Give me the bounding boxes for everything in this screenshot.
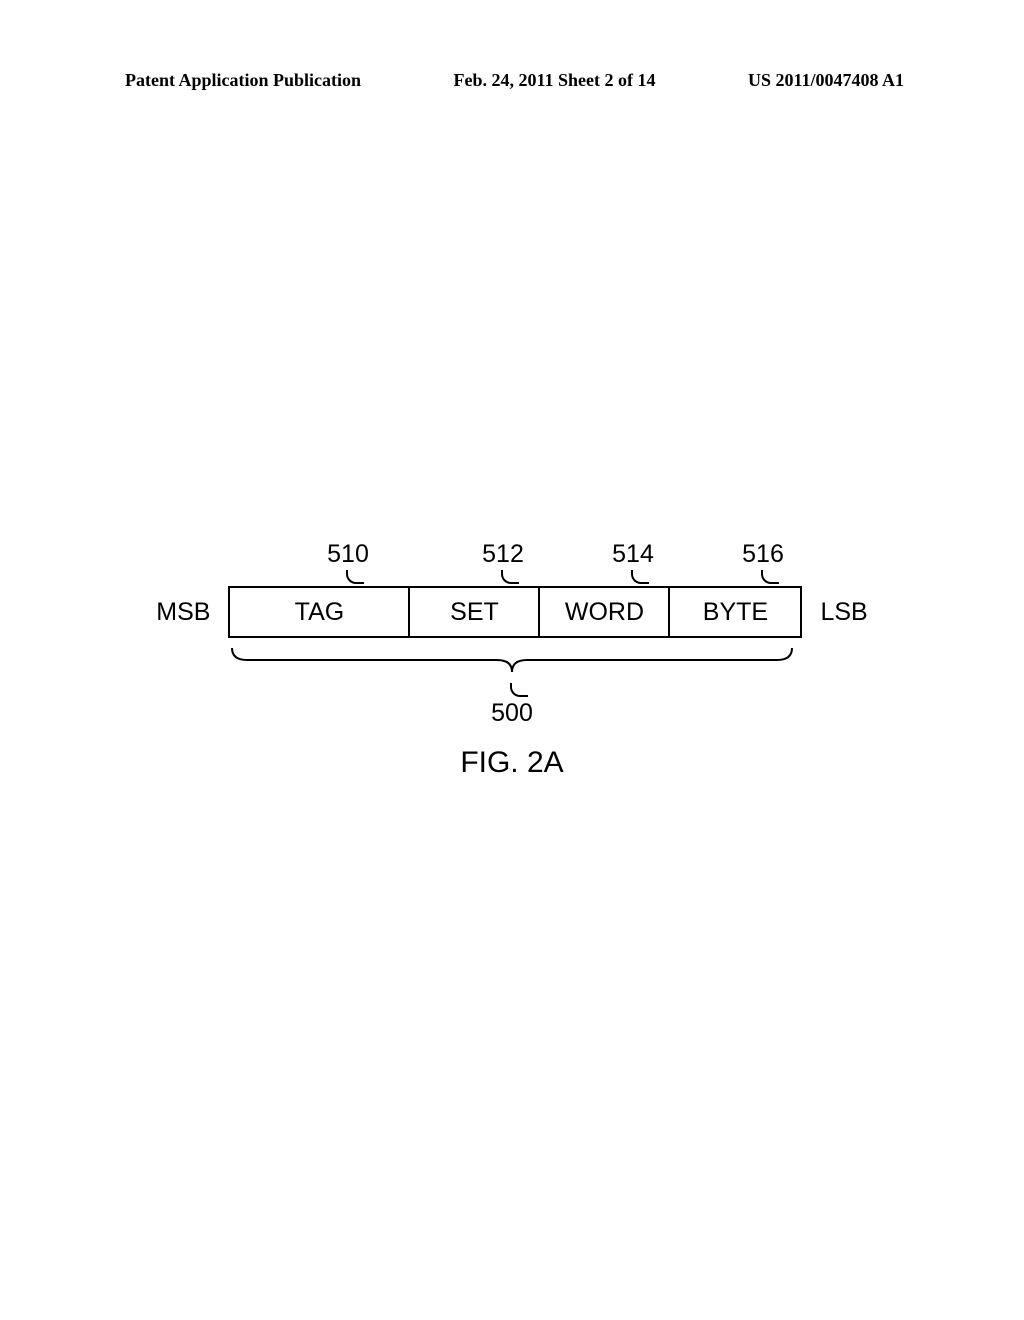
ref-516: 516 — [698, 540, 828, 584]
leader-hook-icon — [631, 570, 649, 584]
ref-516-text: 516 — [742, 540, 784, 568]
address-fields-row: MSB TAG SET WORD BYTE LSB — [156, 586, 867, 638]
cell-word: WORD — [540, 588, 670, 636]
header-center: Feb. 24, 2011 Sheet 2 of 14 — [454, 70, 656, 91]
address-diagram: 510 512 514 516 MSB TAG SET WORD BYTE LS… — [0, 540, 1024, 780]
page-header: Patent Application Publication Feb. 24, … — [0, 70, 1024, 91]
leader-hook-icon — [501, 570, 519, 584]
leader-hook-icon — [346, 570, 364, 584]
cell-tag: TAG — [230, 588, 410, 636]
ref-510: 510 — [258, 540, 438, 584]
address-fields-table: TAG SET WORD BYTE — [228, 586, 802, 638]
ref-510-text: 510 — [327, 540, 369, 568]
reference-labels-row: 510 512 514 516 — [258, 540, 828, 584]
cell-set: SET — [410, 588, 540, 636]
header-right: US 2011/0047408 A1 — [748, 70, 904, 91]
ref-514: 514 — [568, 540, 698, 584]
leader-hook-icon — [761, 570, 779, 584]
lsb-label: LSB — [820, 598, 867, 627]
ref-500-text: 500 — [227, 699, 797, 728]
header-left: Patent Application Publication — [125, 70, 361, 91]
figure-label: FIG. 2A — [460, 746, 563, 780]
ref-514-text: 514 — [612, 540, 654, 568]
leader-hook-icon — [510, 683, 528, 697]
cell-byte: BYTE — [670, 588, 800, 636]
underbrace-icon — [227, 646, 797, 676]
ref-512: 512 — [438, 540, 568, 584]
ref-512-text: 512 — [482, 540, 524, 568]
underbrace-row: 500 — [227, 646, 797, 728]
ref-500-group: 500 — [227, 683, 797, 728]
msb-label: MSB — [156, 598, 210, 627]
